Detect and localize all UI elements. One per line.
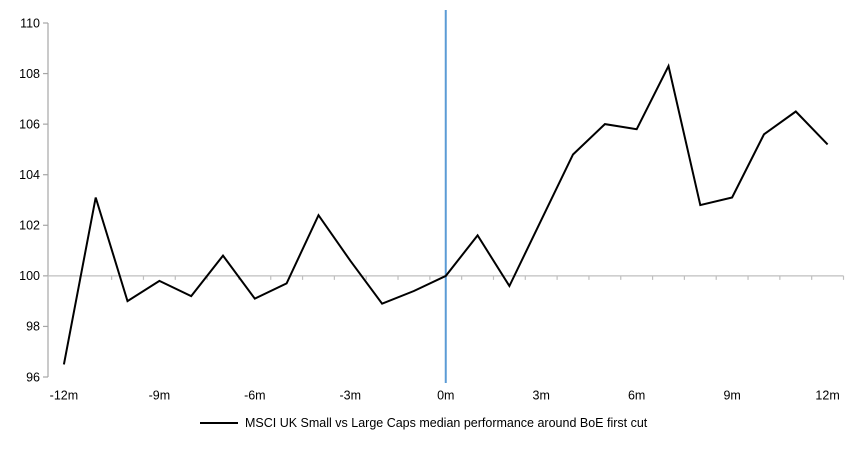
x-tick-label: 6m: [628, 389, 645, 403]
x-tick-label: -12m: [50, 389, 78, 403]
x-tick-labels: -12m -9m -6m -3m 0m 3m 6m 9m 12m: [50, 389, 840, 403]
legend: MSCI UK Small vs Large Caps median perfo…: [200, 416, 647, 430]
y-tick-label: 110: [20, 16, 40, 30]
y-axis: 96 98 100 102 104 106 108 110: [19, 16, 49, 384]
x-tick-label: 0m: [437, 389, 454, 403]
y-tick-label: 104: [19, 168, 40, 182]
y-tick-label: 102: [19, 219, 40, 233]
x-tick-label: 12m: [815, 389, 839, 403]
y-tick-label: 106: [19, 117, 40, 131]
y-tick-label: 100: [19, 269, 40, 283]
x-tick-label: 3m: [533, 389, 550, 403]
x-tick-label: -6m: [244, 389, 266, 403]
y-tick-label: 108: [19, 67, 40, 81]
x-tick-label: 9m: [723, 389, 740, 403]
line-chart-plot-area: 96 98 100 102 104 106 108 110 -12m -9m -6m -3m 0m 3m 6…: [19, 10, 845, 403]
x-tick-label: -3m: [340, 389, 362, 403]
legend-label: MSCI UK Small vs Large Caps median perfo…: [245, 416, 648, 430]
x-tick-label: -9m: [149, 389, 171, 403]
series-line: [62, 63, 829, 365]
y-tick-label: 98: [26, 320, 40, 334]
legend-line-sample-icon: [200, 422, 238, 424]
y-tick-label: 96: [26, 370, 40, 384]
